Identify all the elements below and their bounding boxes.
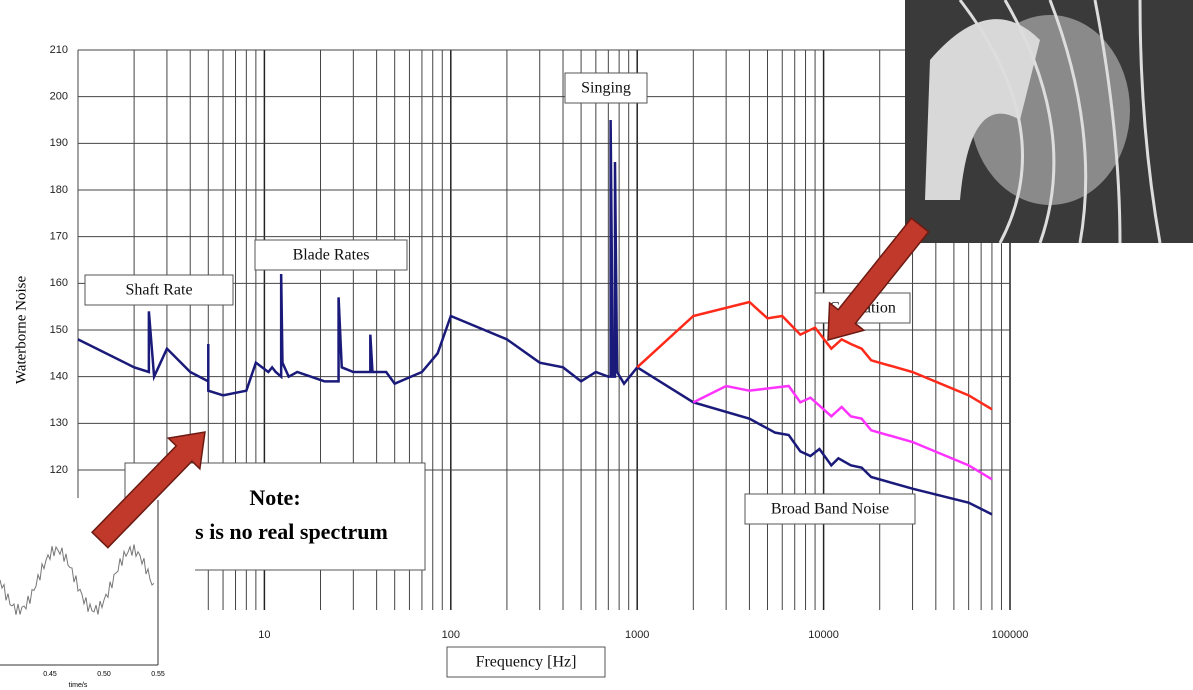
annotation-box	[564, 72, 648, 104]
x-axis-label: Frequency [Hz]	[476, 654, 577, 671]
arrow	[827, 217, 930, 341]
y-axis-label: Waterborne Noise	[13, 275, 29, 384]
note-title: Note:	[249, 485, 300, 510]
y-tick-label: 130	[50, 417, 68, 429]
inset-tick: 0.45	[43, 671, 57, 678]
y-tick-label: 200	[50, 91, 68, 103]
y-tick-label: 150	[50, 324, 68, 336]
x-tick-label: 100	[442, 629, 460, 641]
annotation: Shaft Rate	[125, 282, 192, 299]
arrow	[91, 431, 206, 549]
annotation: Singing	[581, 80, 631, 97]
y-tick-label: 180	[50, 184, 68, 196]
note-text: This is no real spectrum	[162, 519, 388, 544]
photo-vortex	[1138, 0, 1162, 244]
y-tick-label: 160	[50, 277, 68, 289]
y-tick-label: 120	[50, 464, 68, 476]
x-tick-label: 10000	[808, 629, 839, 641]
series-line	[692, 384, 993, 481]
photo-blade	[925, 19, 1040, 200]
series-line	[77, 119, 993, 516]
photo-vortex	[1048, 0, 1088, 244]
annotation-box	[254, 239, 408, 271]
x-tick-label: 1000	[625, 629, 649, 641]
inset-tick: 0.55	[151, 671, 165, 678]
y-tick-label: 210	[50, 44, 68, 56]
annotation: Broad Band Noise	[771, 501, 889, 518]
y-tick-label: 190	[50, 137, 68, 149]
x-tick-label: 10	[258, 629, 270, 641]
inset-tick: 0.50	[97, 671, 111, 678]
x-axis-label-box	[446, 646, 606, 678]
x-tick-label: 100000	[992, 629, 1029, 641]
y-tick-label: 170	[50, 231, 68, 243]
annotation: Blade Rates	[293, 247, 370, 264]
y-tick-label: 140	[50, 371, 68, 383]
photo-vortex	[958, 0, 1024, 244]
photo-vortex	[1093, 0, 1122, 244]
plot: 10 100 1000 10000 100000 120 130 140 150 160 170 18…	[13, 44, 1029, 678]
photo-vortex	[1003, 0, 1056, 244]
annotation-box	[84, 274, 234, 306]
annotation-box	[744, 493, 916, 525]
series-line	[636, 300, 993, 411]
inset-label: time/s	[69, 682, 88, 689]
waveform	[0, 544, 155, 615]
